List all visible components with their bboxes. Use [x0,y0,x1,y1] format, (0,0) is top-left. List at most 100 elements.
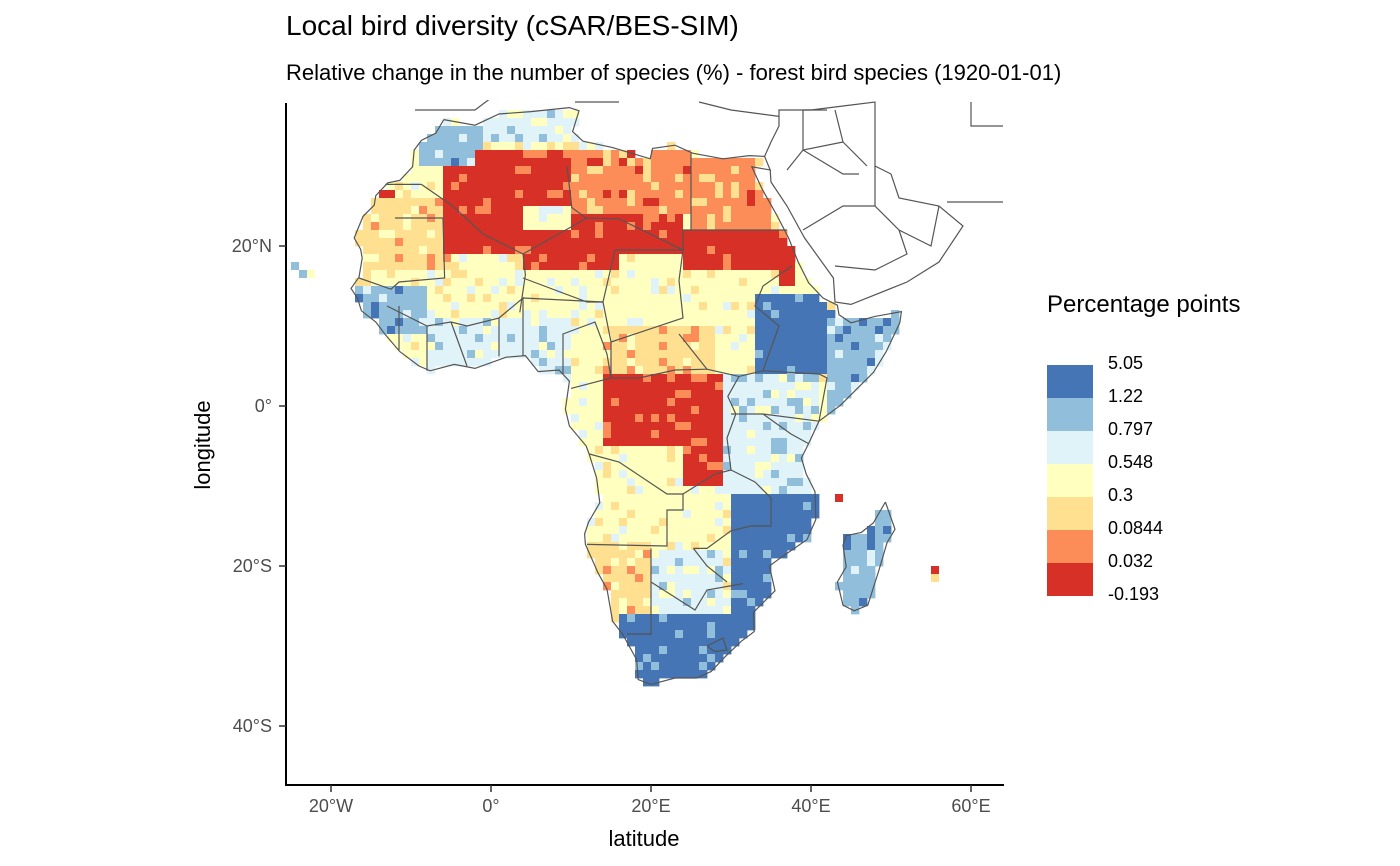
raster-cell [835,350,844,359]
raster-cell [539,310,548,319]
raster-cell [755,374,764,383]
raster-cell [643,366,652,375]
raster-cell [451,302,460,311]
raster-cell [643,222,652,231]
legend-swatch [1047,464,1093,497]
raster-cell [691,566,700,575]
raster-cell [651,326,660,335]
raster-cell [467,150,476,159]
raster-cell [651,606,660,615]
raster-cell [763,374,772,383]
raster-cell [603,358,612,367]
raster-cell [707,638,716,647]
raster-cell [611,470,620,479]
raster-cell [787,318,796,327]
raster-cell [411,206,420,215]
raster-cell [755,230,764,239]
raster-cell [691,518,700,527]
raster-cell [651,310,660,319]
raster-cell [643,622,652,631]
raster-cell [675,414,684,423]
raster-cell [723,334,732,343]
raster-cell [747,406,756,415]
raster-cell [731,238,740,247]
raster-cell [651,446,660,455]
raster-cell [739,590,748,599]
raster-cell [707,254,716,263]
raster-cell [627,214,636,223]
raster-cell [763,478,772,487]
raster-cell [659,654,668,663]
raster-cell [811,374,820,383]
raster-cell [387,262,396,271]
raster-cell [779,494,788,503]
raster-cell [459,278,468,287]
raster-cell [707,190,716,199]
raster-cell [755,446,764,455]
raster-cell [467,278,476,287]
raster-cell [683,414,692,423]
raster-cell [755,550,764,559]
legend-label: 0.032 [1108,551,1154,571]
raster-cell [643,574,652,583]
raster-cell [451,174,460,183]
raster-cell [675,326,684,335]
raster-cell [707,598,716,607]
raster-cell [539,214,548,223]
raster-cell [419,142,428,151]
raster-cell [859,574,868,583]
raster-cell [643,406,652,415]
raster-cell [691,406,700,415]
raster-cell [659,646,668,655]
raster-cell [715,358,724,367]
raster-cell [691,398,700,407]
raster-cell [595,534,604,543]
raster-cell [723,374,732,383]
x-tick-label: 0° [482,796,499,816]
raster-cell [547,262,556,271]
raster-cell [459,158,468,167]
raster-cell [739,614,748,623]
raster-cell [507,326,516,335]
raster-cell [619,326,628,335]
raster-cell [467,350,476,359]
raster-cell [563,246,572,255]
raster-cell [691,174,700,183]
raster-cell [467,142,476,151]
raster-cell [539,134,548,143]
raster-cell [555,286,564,295]
raster-cell [675,182,684,191]
raster-cell [787,326,796,335]
raster-cell [851,366,860,375]
raster-cell [675,590,684,599]
raster-cell [411,150,420,159]
raster-cell [675,158,684,167]
raster-cell [803,350,812,359]
raster-cell [675,526,684,535]
raster-cell [387,214,396,223]
raster-cell [811,422,820,431]
raster-cell [819,334,828,343]
raster-cell [683,182,692,191]
raster-cell [595,158,604,167]
raster-cell [611,206,620,215]
raster-cell [651,486,660,495]
raster-cell [779,454,788,463]
raster-cell [859,326,868,335]
raster-cell [515,254,524,263]
raster-cell [683,166,692,175]
raster-cell [707,166,716,175]
raster-cell [651,406,660,415]
raster-cell [779,286,788,295]
raster-cell [811,302,820,311]
raster-cell [547,118,556,127]
raster-cell [667,238,676,247]
raster-cell [667,206,676,215]
raster-cell [387,334,396,343]
raster-cell [803,382,812,391]
raster-cell [499,286,508,295]
raster-cell [427,206,436,215]
raster-cell [787,494,796,503]
legend-swatch [1047,431,1093,464]
raster-cell [659,518,668,527]
